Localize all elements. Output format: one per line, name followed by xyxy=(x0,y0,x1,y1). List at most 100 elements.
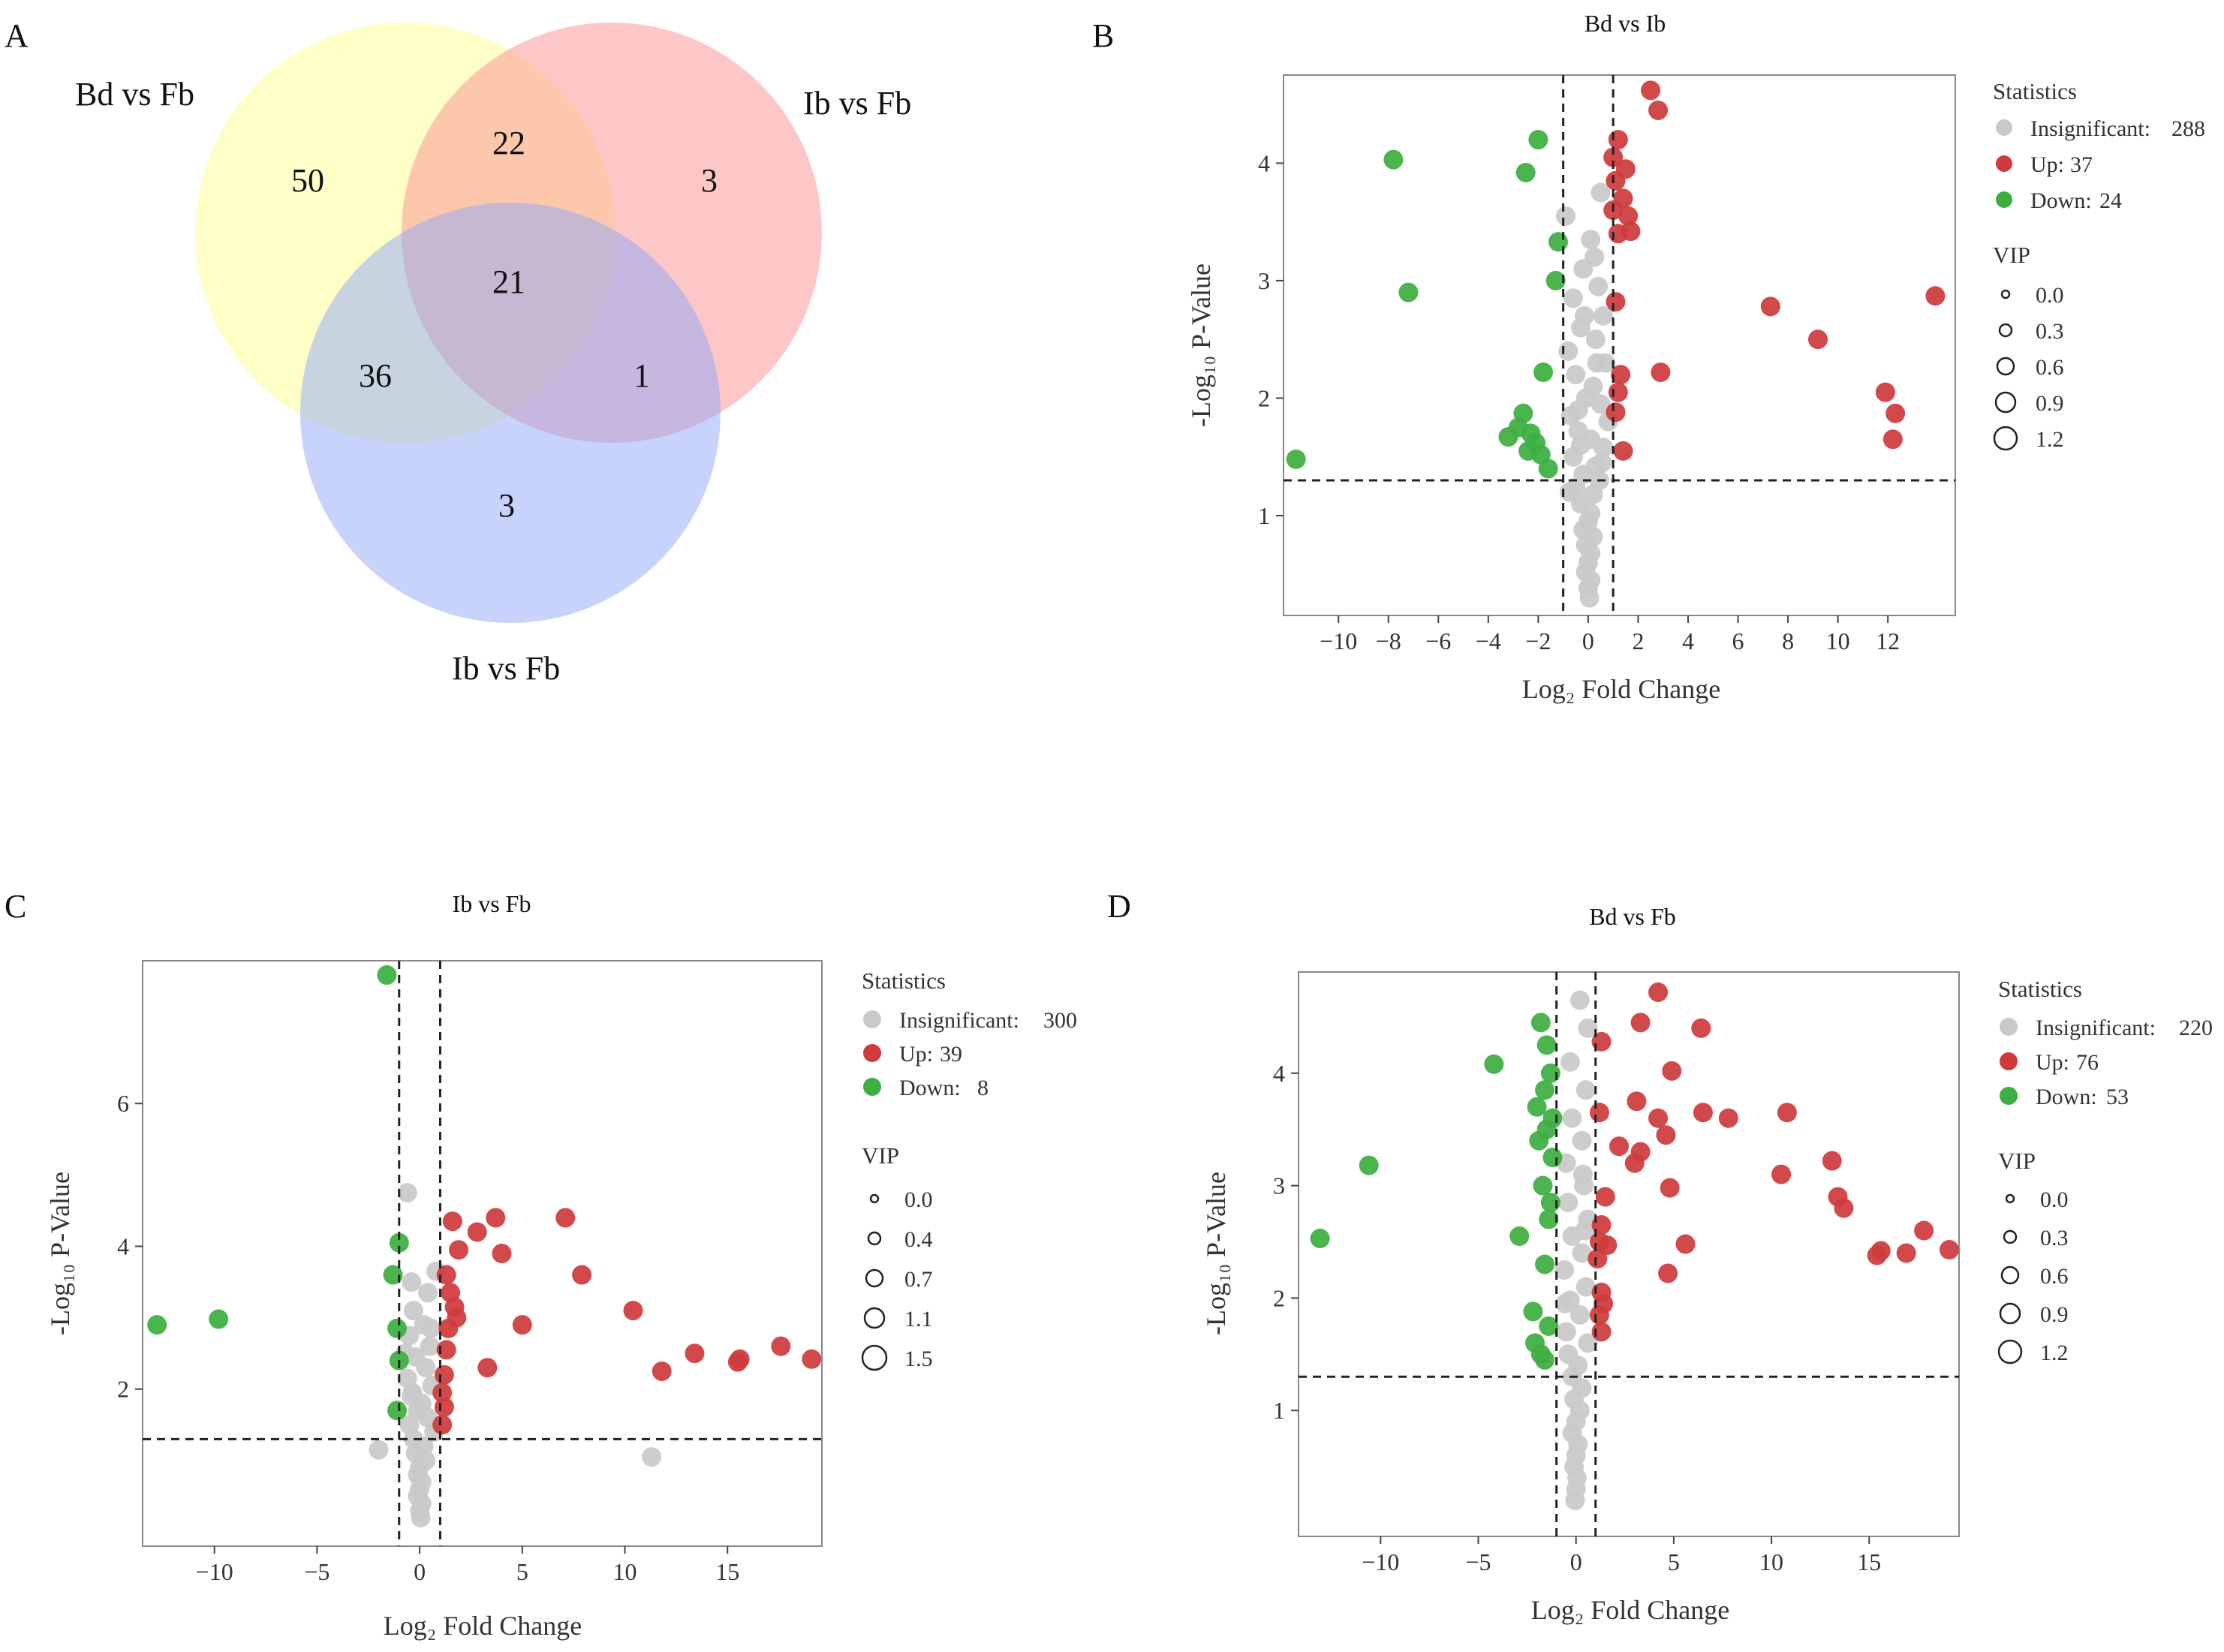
point-insig-c-28 xyxy=(411,1507,431,1527)
point-insig-d-1 xyxy=(1578,1018,1598,1038)
legend-label-up-b: Up: xyxy=(2030,152,2064,177)
legend-vip-value-c-0: 0.0 xyxy=(904,1187,933,1212)
point-up-d-6 xyxy=(1589,1103,1609,1123)
point-down-d-10 xyxy=(1533,1175,1553,1196)
x-tick-label-b-9: 8 xyxy=(1782,627,1794,654)
point-down-b-6 xyxy=(1533,363,1554,382)
point-down-d-13 xyxy=(1509,1226,1530,1247)
point-insig-b-38 xyxy=(1570,435,1591,456)
point-down-c-5 xyxy=(387,1401,408,1421)
point-insig-c-29 xyxy=(369,1440,389,1460)
panel-letter-a: A xyxy=(5,17,29,54)
y-tick-label-d-2: 3 xyxy=(1273,1172,1285,1199)
x-tick-label-b-3: −4 xyxy=(1476,627,1501,654)
plot-area-frame-d xyxy=(1298,971,1960,1537)
legend-vip-value-c-4: 1.5 xyxy=(904,1347,933,1371)
point-up-c-11 xyxy=(434,1365,454,1385)
y-axis-title-b: -Log₁₀ P-Value xyxy=(1186,263,1216,427)
point-up-d-16 xyxy=(1595,1187,1615,1207)
point-insig-c-1 xyxy=(402,1272,422,1292)
legend-vip-circle-b-0 xyxy=(2000,289,2011,299)
point-up-d-15 xyxy=(1660,1178,1680,1198)
legend-label-insignificant-c: Insignificant: xyxy=(899,1008,1019,1033)
point-insig-d-5 xyxy=(1572,1130,1592,1151)
point-insig-b-14 xyxy=(1591,394,1611,414)
point-down-b-0 xyxy=(1383,149,1404,170)
point-insig-b-5 xyxy=(1563,288,1583,308)
legend-vip-circle-b-4 xyxy=(1993,426,2018,451)
x-tick-label-b-2: −6 xyxy=(1425,627,1451,654)
point-up-b-0 xyxy=(1641,80,1661,101)
x-tick-label-d-4: 10 xyxy=(1759,1548,1783,1575)
legend-count-down-d: 53 xyxy=(2106,1085,2129,1109)
panel-letter-b: B xyxy=(1092,17,1114,54)
venn-count-bottom-only: 3 xyxy=(498,487,515,524)
point-insig-d-33 xyxy=(1555,1293,1575,1313)
point-down-c-0 xyxy=(377,965,397,985)
legend-vip-title-b: VIP xyxy=(1993,242,2030,268)
point-insig-d-0 xyxy=(1569,990,1590,1010)
legend-title-c: Statistics xyxy=(862,967,946,994)
x-tick-label-b-4: −2 xyxy=(1525,627,1551,654)
point-down-d-4 xyxy=(1535,1080,1555,1100)
point-down-d-2 xyxy=(1484,1054,1504,1074)
plot-title-d: Bd vs Fb xyxy=(1589,903,1676,930)
legend-label-down-d: Down: xyxy=(2036,1085,2097,1109)
point-up-c-0 xyxy=(442,1211,462,1232)
legend-vip-value-c-2: 0.7 xyxy=(904,1267,933,1292)
point-up-b-5 xyxy=(1606,170,1626,191)
x-tick-label-b-1: −8 xyxy=(1376,627,1401,654)
point-up-b-11 xyxy=(1606,292,1626,312)
point-up-b-3 xyxy=(1603,147,1624,167)
point-up-b-16 xyxy=(1613,441,1633,461)
legend-vip-value-b-0: 0.0 xyxy=(2036,283,2064,308)
legend-label-down-c: Down: xyxy=(899,1076,961,1100)
legend-swatch-up-d xyxy=(2000,1052,2018,1070)
legend-vip-title-c: VIP xyxy=(862,1142,899,1169)
point-down-d-19 xyxy=(1535,1350,1555,1370)
x-tick-label-b-7: 4 xyxy=(1682,627,1694,654)
point-up-c-25 xyxy=(802,1349,822,1369)
point-insig-b-0 xyxy=(1591,182,1611,203)
point-up-d-14 xyxy=(1624,1153,1645,1173)
point-up-b-14 xyxy=(1608,382,1628,402)
point-up-d-20 xyxy=(1834,1198,1854,1218)
point-up-d-5 xyxy=(1627,1091,1647,1112)
legend-title-d: Statistics xyxy=(1998,976,2082,1002)
point-up-b-7 xyxy=(1618,206,1639,226)
volcano-plot-c: Ib vs Fb −10 −5 0 5 10 15 2 4 6 Log₂ Fold Change… xyxy=(45,890,1077,1641)
point-insig-b-4 xyxy=(1588,276,1609,296)
point-up-b-22 xyxy=(1925,286,1946,306)
x-tick-label-b-5: 0 xyxy=(1582,627,1594,654)
legend-swatch-insignificant-b xyxy=(1996,119,2012,136)
point-up-b-1 xyxy=(1648,100,1669,120)
point-insig-b-8 xyxy=(1585,329,1606,350)
legend-vip-value-b-2: 0.6 xyxy=(2036,355,2064,380)
point-down-d-5 xyxy=(1527,1097,1547,1117)
point-up-b-12 xyxy=(1611,365,1631,385)
x-tick-label-c-0: −10 xyxy=(196,1558,233,1585)
point-insig-b-41 xyxy=(1584,247,1605,267)
x-tick-label-c-1: −5 xyxy=(304,1558,330,1585)
point-insig-c-30 xyxy=(642,1447,662,1467)
legend-vip-circle-b-1 xyxy=(1998,323,2013,338)
venn-circle-ib-vs-fb-bottom xyxy=(300,203,721,623)
venn-count-all-three: 21 xyxy=(492,263,525,300)
point-down-c-7 xyxy=(209,1309,229,1329)
plot-title-b: Bd vs Ib xyxy=(1584,10,1666,37)
point-up-d-34 xyxy=(1914,1220,1934,1241)
point-up-c-2 xyxy=(486,1208,506,1228)
point-insig-b-42 xyxy=(1568,400,1588,420)
point-insig-d-34 xyxy=(1575,1220,1595,1241)
point-insig-c-2 xyxy=(418,1283,438,1303)
legend-vip-circle-d-4 xyxy=(1997,1339,2023,1365)
point-insig-d-17 xyxy=(1578,1333,1598,1353)
legend-vip-value-c-1: 0.4 xyxy=(904,1227,933,1252)
x-tick-label-b-10: 10 xyxy=(1826,627,1850,654)
point-insig-c-33 xyxy=(421,1318,441,1338)
legend-title-b: Statistics xyxy=(1993,78,2077,104)
point-up-c-10 xyxy=(436,1340,456,1360)
point-down-d-0 xyxy=(1530,1013,1551,1033)
point-up-c-12 xyxy=(432,1383,453,1403)
